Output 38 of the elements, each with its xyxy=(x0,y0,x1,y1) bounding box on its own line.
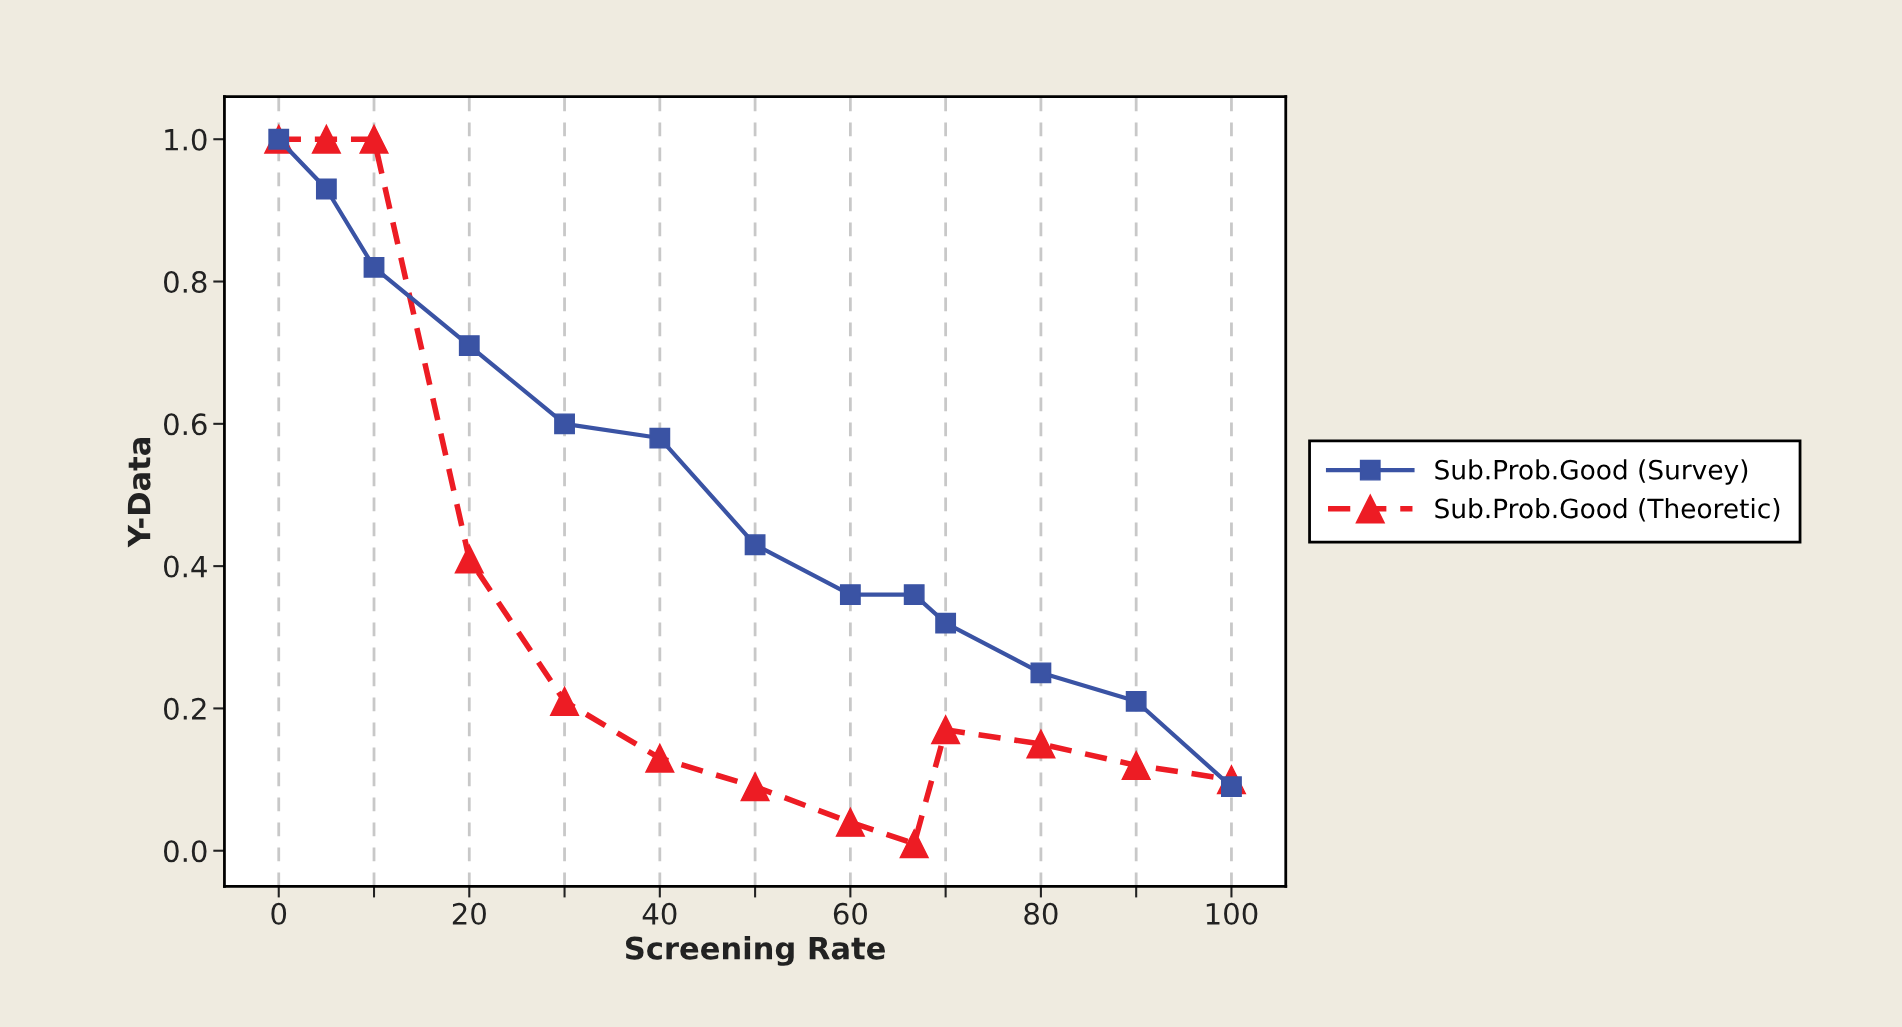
point xyxy=(1030,662,1052,684)
point xyxy=(744,534,766,556)
point xyxy=(899,829,929,859)
point xyxy=(931,715,961,745)
point xyxy=(363,256,385,278)
y-tick-label: 0.8 xyxy=(164,270,207,294)
point xyxy=(549,686,580,716)
point xyxy=(649,427,671,449)
point xyxy=(1026,729,1056,759)
point xyxy=(1125,690,1147,712)
y-tick-label: 0.6 xyxy=(164,413,207,436)
point xyxy=(1121,750,1151,780)
legend-label: Sub.Prob.Good (Survey) xyxy=(1435,459,1748,485)
point xyxy=(311,124,341,154)
y-axis-title: Y-Data xyxy=(127,438,151,548)
x-tick-label: 80 xyxy=(1024,902,1058,925)
point xyxy=(645,743,675,773)
point xyxy=(359,124,389,154)
x-axis-title: Screening Rate xyxy=(625,936,885,966)
point xyxy=(554,413,575,435)
x-tick-label: 100 xyxy=(1206,902,1258,925)
x-tick-label: 0 xyxy=(271,902,287,925)
legend-label: Sub.Prob.Good (Theoretic) xyxy=(1435,498,1780,522)
point xyxy=(935,612,957,634)
point xyxy=(454,544,484,574)
y-tick-label: 0.4 xyxy=(164,555,207,578)
x-tick-label: 60 xyxy=(833,902,867,925)
y-tick-label: 0.0 xyxy=(164,840,207,863)
y-tick-label: 0.2 xyxy=(164,697,206,720)
point xyxy=(839,584,861,606)
x-tick-label: 20 xyxy=(452,902,486,925)
point xyxy=(835,807,865,837)
point xyxy=(458,335,480,356)
y-tick-label: 1.0 xyxy=(165,128,207,151)
point xyxy=(315,178,337,200)
point xyxy=(903,584,925,606)
x-tick-label: 40 xyxy=(642,902,677,925)
point xyxy=(740,772,770,802)
